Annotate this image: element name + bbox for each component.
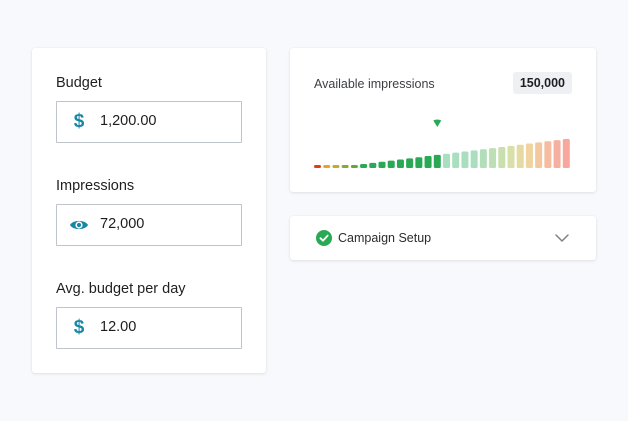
impressions-bar [415, 157, 423, 168]
dollar-icon: $ [73, 317, 85, 338]
campaign-setup-accordion[interactable]: Campaign Setup [290, 216, 596, 260]
avg-budget-input[interactable]: $ 12.00 [56, 307, 242, 349]
impressions-bar [498, 146, 506, 168]
impressions-bar [443, 153, 451, 168]
budget-label: Budget [56, 75, 102, 91]
impressions-bar [406, 158, 414, 168]
impressions-bar [470, 150, 478, 168]
impressions-bar [424, 156, 432, 168]
impressions-bar [314, 165, 322, 168]
avg-budget-label: Avg. budget per day [56, 281, 186, 297]
impressions-bar [479, 149, 487, 168]
eye-icon [69, 215, 89, 235]
avg-budget-value: 12.00 [100, 319, 137, 335]
selection-marker-icon [433, 119, 442, 127]
impressions-bar [452, 152, 460, 168]
impressions-bar [507, 145, 515, 168]
impressions-bar [544, 141, 552, 168]
budget-form-card: Budget $ 1,200.00 Impressions 72,000 Avg… [32, 48, 266, 373]
impressions-bar [489, 148, 497, 168]
impressions-bar [350, 165, 358, 168]
impressions-total-badge: 150,000 [512, 72, 572, 94]
impressions-bar [396, 159, 404, 168]
check-circle-icon [316, 230, 332, 246]
available-impressions-label: Available impressions [314, 77, 435, 91]
impressions-bar [516, 144, 524, 168]
impressions-bar [553, 140, 561, 168]
impressions-bar [387, 160, 395, 168]
impressions-bar [378, 161, 386, 168]
impressions-bar [360, 164, 368, 168]
impressions-bar-chart [314, 119, 570, 168]
available-impressions-card: Available impressions 150,000 [290, 48, 596, 192]
impressions-bar [461, 151, 469, 168]
impressions-value: 72,000 [100, 216, 145, 232]
budget-input[interactable]: $ 1,200.00 [56, 101, 242, 143]
impressions-bar [323, 165, 331, 168]
impressions-bar [332, 165, 340, 168]
impressions-bar [433, 154, 441, 168]
dollar-icon: $ [73, 111, 85, 132]
impressions-input[interactable]: 72,000 [56, 204, 242, 246]
campaign-setup-label: Campaign Setup [338, 231, 432, 245]
impressions-bar [341, 165, 349, 168]
budget-value: 1,200.00 [100, 113, 157, 129]
impressions-bar [535, 142, 543, 168]
impressions-bar [525, 143, 533, 168]
chevron-down-icon[interactable] [554, 231, 570, 245]
impressions-label: Impressions [56, 178, 135, 194]
impressions-bar [369, 162, 377, 168]
impressions-bar [562, 139, 570, 168]
